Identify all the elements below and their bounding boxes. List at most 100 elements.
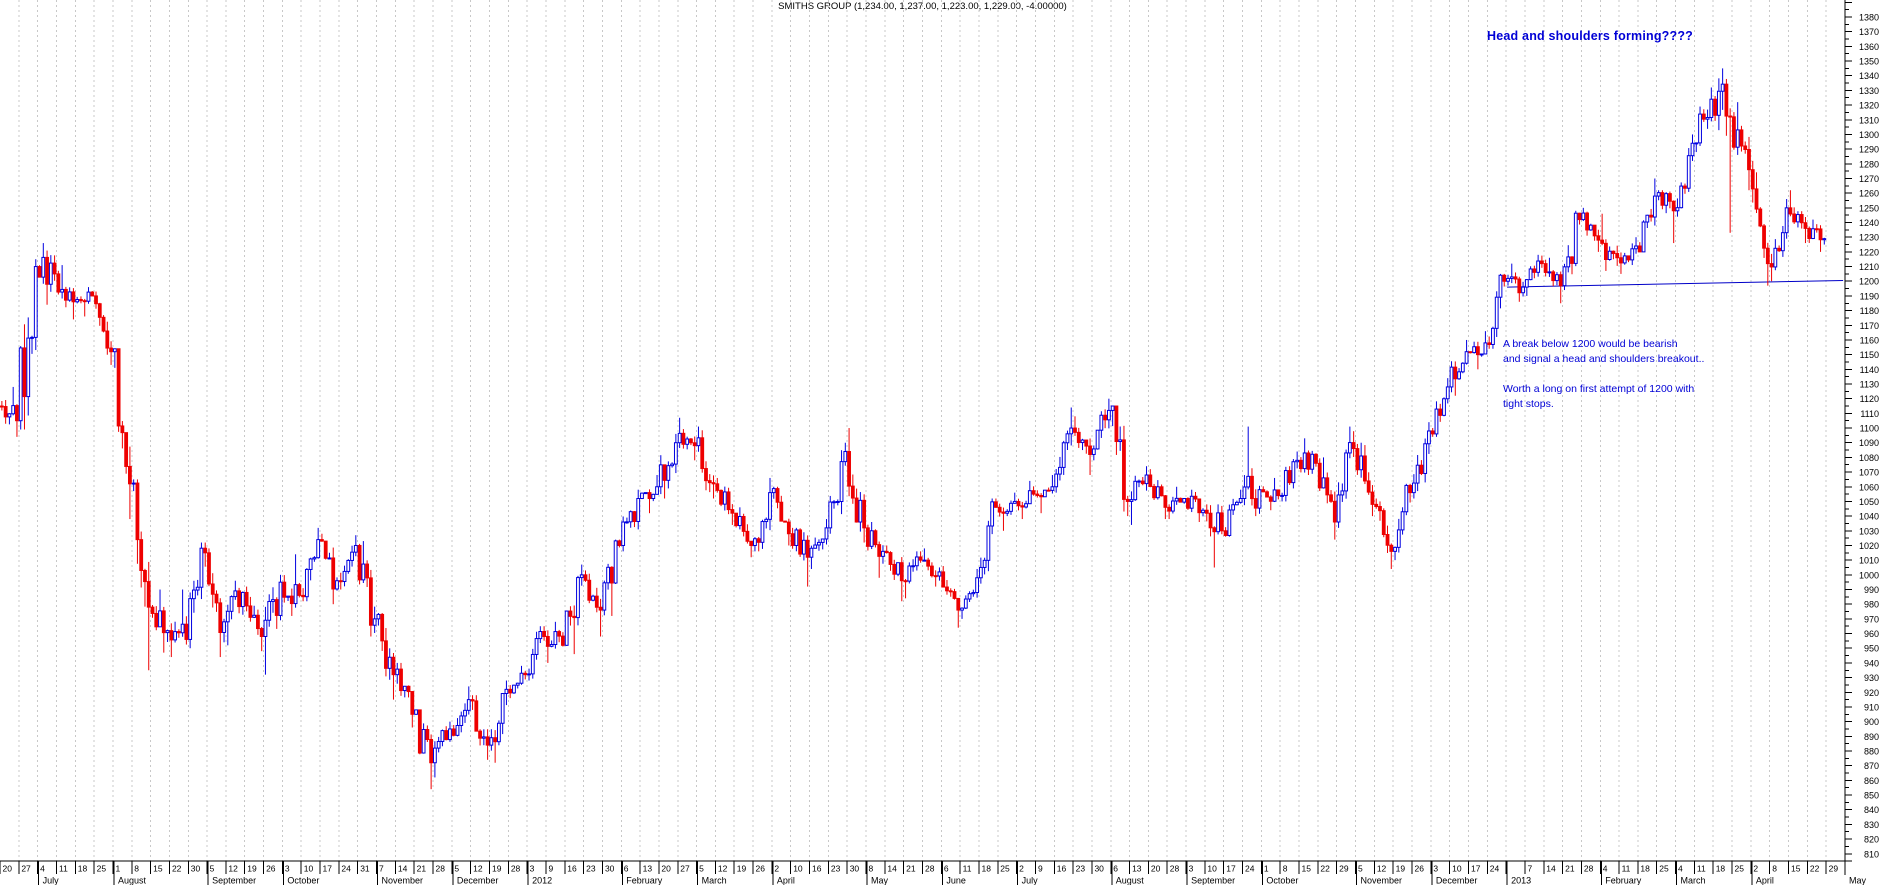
svg-text:5: 5 (210, 864, 215, 874)
svg-text:11: 11 (1697, 864, 1706, 874)
svg-text:10: 10 (1452, 864, 1462, 874)
svg-text:4: 4 (40, 864, 45, 874)
svg-text:2: 2 (1019, 864, 1024, 874)
svg-text:7: 7 (1527, 864, 1532, 874)
svg-text:11: 11 (59, 864, 68, 874)
svg-text:29: 29 (1339, 864, 1349, 874)
svg-text:1190: 1190 (1860, 291, 1879, 301)
svg-text:1300: 1300 (1859, 130, 1879, 140)
svg-text:1070: 1070 (1859, 468, 1879, 478)
svg-text:6: 6 (944, 864, 949, 874)
svg-text:19: 19 (1396, 864, 1406, 874)
svg-text:3: 3 (285, 864, 290, 874)
svg-text:July: July (43, 876, 60, 885)
svg-text:1120: 1120 (1860, 394, 1879, 404)
annotation-note-line: Worth a long on first attempt of 1200 wi… (1503, 383, 1695, 395)
svg-text:24: 24 (1245, 864, 1255, 874)
svg-text:April: April (777, 876, 795, 885)
svg-text:November: November (382, 876, 424, 885)
annotation-note-line: A break below 1200 would be bearish (1503, 338, 1678, 350)
svg-text:11: 11 (1622, 864, 1631, 874)
svg-text:840: 840 (1864, 805, 1879, 815)
svg-text:10: 10 (793, 864, 803, 874)
svg-text:18: 18 (1640, 864, 1650, 874)
svg-text:6: 6 (624, 864, 629, 874)
svg-text:27: 27 (21, 864, 31, 874)
svg-text:830: 830 (1864, 820, 1879, 830)
svg-text:February: February (1605, 876, 1642, 885)
svg-text:14: 14 (398, 864, 408, 874)
svg-text:May: May (1849, 876, 1867, 885)
svg-text:23: 23 (586, 864, 596, 874)
svg-text:14: 14 (887, 864, 897, 874)
svg-text:8: 8 (1283, 864, 1288, 874)
svg-text:1370: 1370 (1859, 27, 1879, 37)
svg-text:5: 5 (454, 864, 459, 874)
svg-text:8: 8 (134, 864, 139, 874)
svg-text:13: 13 (1132, 864, 1142, 874)
svg-text:9: 9 (1038, 864, 1043, 874)
svg-text:4: 4 (1678, 864, 1683, 874)
svg-text:1170: 1170 (1860, 321, 1879, 331)
svg-text:990: 990 (1864, 585, 1879, 595)
svg-text:17: 17 (323, 864, 333, 874)
svg-text:22: 22 (1320, 864, 1330, 874)
svg-text:1000: 1000 (1859, 570, 1879, 580)
svg-text:October: October (1266, 876, 1298, 885)
svg-text:1080: 1080 (1859, 453, 1879, 463)
svg-text:March: March (1681, 876, 1706, 885)
svg-text:5: 5 (699, 864, 704, 874)
svg-text:860: 860 (1864, 776, 1879, 786)
svg-text:28: 28 (511, 864, 521, 874)
svg-text:890: 890 (1864, 732, 1879, 742)
svg-text:13: 13 (643, 864, 653, 874)
svg-text:4: 4 (1603, 864, 1608, 874)
svg-text:950: 950 (1864, 644, 1879, 654)
svg-text:December: December (1436, 876, 1478, 885)
svg-text:2: 2 (1753, 864, 1758, 874)
svg-text:26: 26 (756, 864, 766, 874)
svg-text:19: 19 (247, 864, 257, 874)
svg-text:12: 12 (228, 864, 238, 874)
svg-text:1250: 1250 (1859, 203, 1879, 213)
svg-text:1230: 1230 (1859, 233, 1879, 243)
svg-text:19: 19 (737, 864, 747, 874)
svg-text:3: 3 (530, 864, 535, 874)
svg-text:26: 26 (1414, 864, 1424, 874)
svg-text:1130: 1130 (1860, 380, 1879, 390)
svg-text:6: 6 (1113, 864, 1118, 874)
svg-text:1290: 1290 (1859, 145, 1879, 155)
svg-text:810: 810 (1864, 849, 1879, 859)
svg-text:April: April (1756, 876, 1774, 885)
svg-text:30: 30 (605, 864, 615, 874)
svg-text:2012: 2012 (532, 876, 552, 885)
svg-text:8: 8 (1772, 864, 1777, 874)
svg-text:1160: 1160 (1860, 335, 1879, 345)
svg-text:December: December (457, 876, 499, 885)
svg-text:9: 9 (548, 864, 553, 874)
svg-text:November: November (1361, 876, 1403, 885)
svg-text:23: 23 (1076, 864, 1086, 874)
svg-text:1020: 1020 (1859, 541, 1879, 551)
svg-text:31: 31 (360, 864, 370, 874)
svg-text:28: 28 (925, 864, 935, 874)
svg-text:18: 18 (78, 864, 88, 874)
svg-text:1090: 1090 (1859, 438, 1879, 448)
svg-text:850: 850 (1864, 791, 1879, 801)
svg-text:27: 27 (680, 864, 690, 874)
svg-text:28: 28 (1584, 864, 1594, 874)
svg-text:1310: 1310 (1859, 115, 1879, 125)
svg-text:870: 870 (1864, 761, 1879, 771)
svg-text:September: September (1191, 876, 1235, 885)
svg-text:1330: 1330 (1859, 86, 1879, 96)
svg-text:14: 14 (1546, 864, 1556, 874)
svg-text:1: 1 (115, 864, 120, 874)
svg-text:28: 28 (1170, 864, 1180, 874)
svg-text:17: 17 (1226, 864, 1236, 874)
svg-text:August: August (118, 876, 147, 885)
svg-text:May: May (871, 876, 889, 885)
svg-text:1150: 1150 (1860, 350, 1879, 360)
annotation-note: A break below 1200 would be bearish and … (1503, 337, 1704, 412)
